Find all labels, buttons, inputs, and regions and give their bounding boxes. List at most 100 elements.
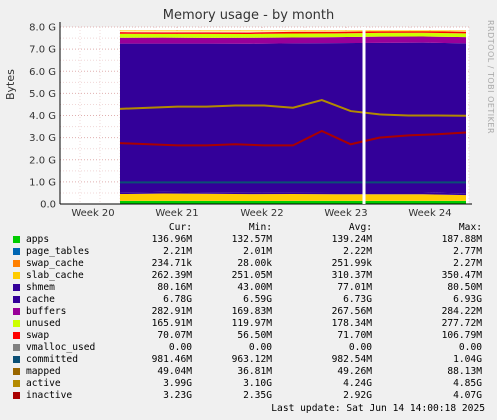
legend-avg-value: 178.34M <box>331 318 372 329</box>
legend-avg-value: 982.54M <box>331 354 372 365</box>
area-apps <box>120 200 466 204</box>
legend-row-inactive: inactive 3.23G 2.35G 2.92G 4.07G <box>12 390 492 402</box>
legend-header-cur: Cur: <box>168 222 192 233</box>
x-tick-label: Week 23 <box>324 208 367 219</box>
legend-min-value: 251.05M <box>231 270 272 281</box>
legend-avg-value: 0.00 <box>348 342 372 353</box>
legend-swatch <box>13 320 20 327</box>
legend-max-value: 187.88M <box>441 234 482 245</box>
legend-row-unused: unused 165.91M 119.97M 178.34M 277.72M <box>12 318 492 330</box>
legend-max-value: 350.47M <box>441 270 482 281</box>
legend-avg-value: 4.24G <box>343 378 372 389</box>
legend-max-value: 0.00 <box>458 342 482 353</box>
legend-cur-value: 70.07M <box>157 330 192 341</box>
legend-name: inactive <box>26 390 73 401</box>
overlay-lines <box>119 98 467 184</box>
legend-swatch <box>13 272 20 279</box>
legend-name: committed <box>26 354 78 365</box>
area-slab-cache <box>120 193 466 201</box>
last-update: Last update: Sat Jun 14 14:00:18 2025 <box>271 403 485 414</box>
legend-cur-value: 262.39M <box>151 270 192 281</box>
legend-max-value: 80.50M <box>447 282 482 293</box>
legend-header-max: Max: <box>458 222 482 233</box>
legend-avg-value: 2.92G <box>343 390 372 401</box>
y-tick-label: 0.0 <box>40 200 56 211</box>
legend-name: swap <box>26 330 50 341</box>
legend-swatch <box>13 344 20 351</box>
legend-row-page-tables: page_tables 2.21M 2.01M 2.22M 2.77M <box>12 246 492 258</box>
legend-swatch <box>13 392 20 399</box>
legend-cur-value: 136.96M <box>151 234 192 245</box>
area-cache <box>120 42 466 194</box>
area-swap <box>120 31 466 34</box>
y-tick-label: 1.0 G <box>29 177 56 188</box>
legend-name: shmem <box>26 282 55 293</box>
legend-min-value: 43.00M <box>237 282 272 293</box>
legend-max-value: 6.93G <box>453 294 482 305</box>
legend-swatch <box>13 260 20 267</box>
legend-min-value: 119.97M <box>231 318 272 329</box>
x-tick-label: Week 24 <box>408 208 451 219</box>
area-unused <box>120 32 466 38</box>
legend-name: page_tables <box>26 246 90 257</box>
legend-min-value: 2.01M <box>243 246 272 257</box>
legend-row-swap: swap 70.07M 56.50M 71.70M 106.79M <box>12 330 492 342</box>
memory-chart: 0.0 1.0 G 2.0 G 3.0 G 4.0 G 5.0 G 6.0 G 7.0 G 8.… <box>29 22 472 219</box>
y-tick-label: 2.0 G <box>29 155 56 166</box>
y-tick-label: 8.0 G <box>29 23 56 34</box>
legend-row-committed: committed 981.46M 963.12M 982.54M 1.04G <box>12 354 492 366</box>
legend: Cur: Min: Avg: Max: apps 136.96M 132.57M 13… <box>12 222 492 402</box>
legend-min-value: 169.83M <box>231 306 272 317</box>
legend-avg-value: 2.22M <box>343 246 372 257</box>
legend-row-vmalloc-used: vmalloc_used 0.00 0.00 0.00 0.00 <box>12 342 492 354</box>
legend-cur-value: 165.91M <box>151 318 192 329</box>
legend-swatch <box>13 368 20 375</box>
legend-min-value: 36.81M <box>237 366 272 377</box>
area-buffers <box>120 36 466 44</box>
legend-min-value: 6.59G <box>243 294 272 305</box>
legend-row-cache: cache 6.78G 6.59G 6.73G 6.93G <box>12 294 492 306</box>
legend-name: buffers <box>26 306 67 317</box>
area-shmem <box>120 191 466 196</box>
legend-name: unused <box>26 318 61 329</box>
legend-avg-value: 49.26M <box>337 366 372 377</box>
x-tick-label: Week 21 <box>155 208 198 219</box>
legend-name: slab_cache <box>26 270 84 281</box>
legend-cur-value: 282.91M <box>151 306 192 317</box>
legend-swatch <box>13 248 20 255</box>
y-tick-label: 3.0 G <box>29 133 56 144</box>
legend-swatch <box>13 380 20 387</box>
legend-row-active: active 3.99G 3.10G 4.24G 4.85G <box>12 378 492 390</box>
legend-min-value: 56.50M <box>237 330 272 341</box>
legend-row-mapped: mapped 49.04M 36.81M 49.26M 88.13M <box>12 366 492 378</box>
legend-swatch <box>13 356 20 363</box>
legend-row-swap-cache: swap_cache 234.71k 28.00k 251.99k 2.27M <box>12 258 492 270</box>
legend-row-shmem: shmem 80.16M 43.00M 77.01M 80.50M <box>12 282 492 294</box>
legend-row-slab-cache: slab_cache 262.39M 251.05M 310.37M 350.47M <box>12 270 492 282</box>
y-tick-label: 7.0 G <box>29 45 56 56</box>
legend-max-value: 4.85G <box>453 378 482 389</box>
legend-max-value: 2.27M <box>453 258 482 269</box>
legend-swatch <box>13 236 20 243</box>
legend-cur-value: 0.00 <box>168 342 192 353</box>
legend-min-value: 3.10G <box>243 378 272 389</box>
legend-row-buffers: buffers 282.91M 169.83M 267.56M 284.22M <box>12 306 492 318</box>
legend-avg-value: 6.73G <box>343 294 372 305</box>
legend-max-value: 4.07G <box>453 390 482 401</box>
legend-rows: apps 136.96M 132.57M 139.24M 187.88M page_tab… <box>12 234 492 402</box>
legend-name: vmalloc_used <box>26 342 96 353</box>
chart-title: Memory usage - by month <box>162 8 335 23</box>
legend-cur-value: 2.21M <box>163 246 192 257</box>
legend-swatch <box>13 332 20 339</box>
x-tick-label: Week 22 <box>240 208 283 219</box>
legend-header-avg: Avg: <box>348 222 372 233</box>
legend-cur-value: 49.04M <box>157 366 192 377</box>
legend-max-value: 106.79M <box>441 330 482 341</box>
legend-name: swap_cache <box>26 258 84 269</box>
legend-name: cache <box>26 294 55 305</box>
legend-avg-value: 251.99k <box>331 258 372 269</box>
legend-name: apps <box>26 234 50 245</box>
y-tick-label: 5.0 G <box>29 89 56 100</box>
side-credit: RRDTOOL / TOBI OETIKER <box>486 20 495 135</box>
x-tick-label: Week 20 <box>71 208 114 219</box>
